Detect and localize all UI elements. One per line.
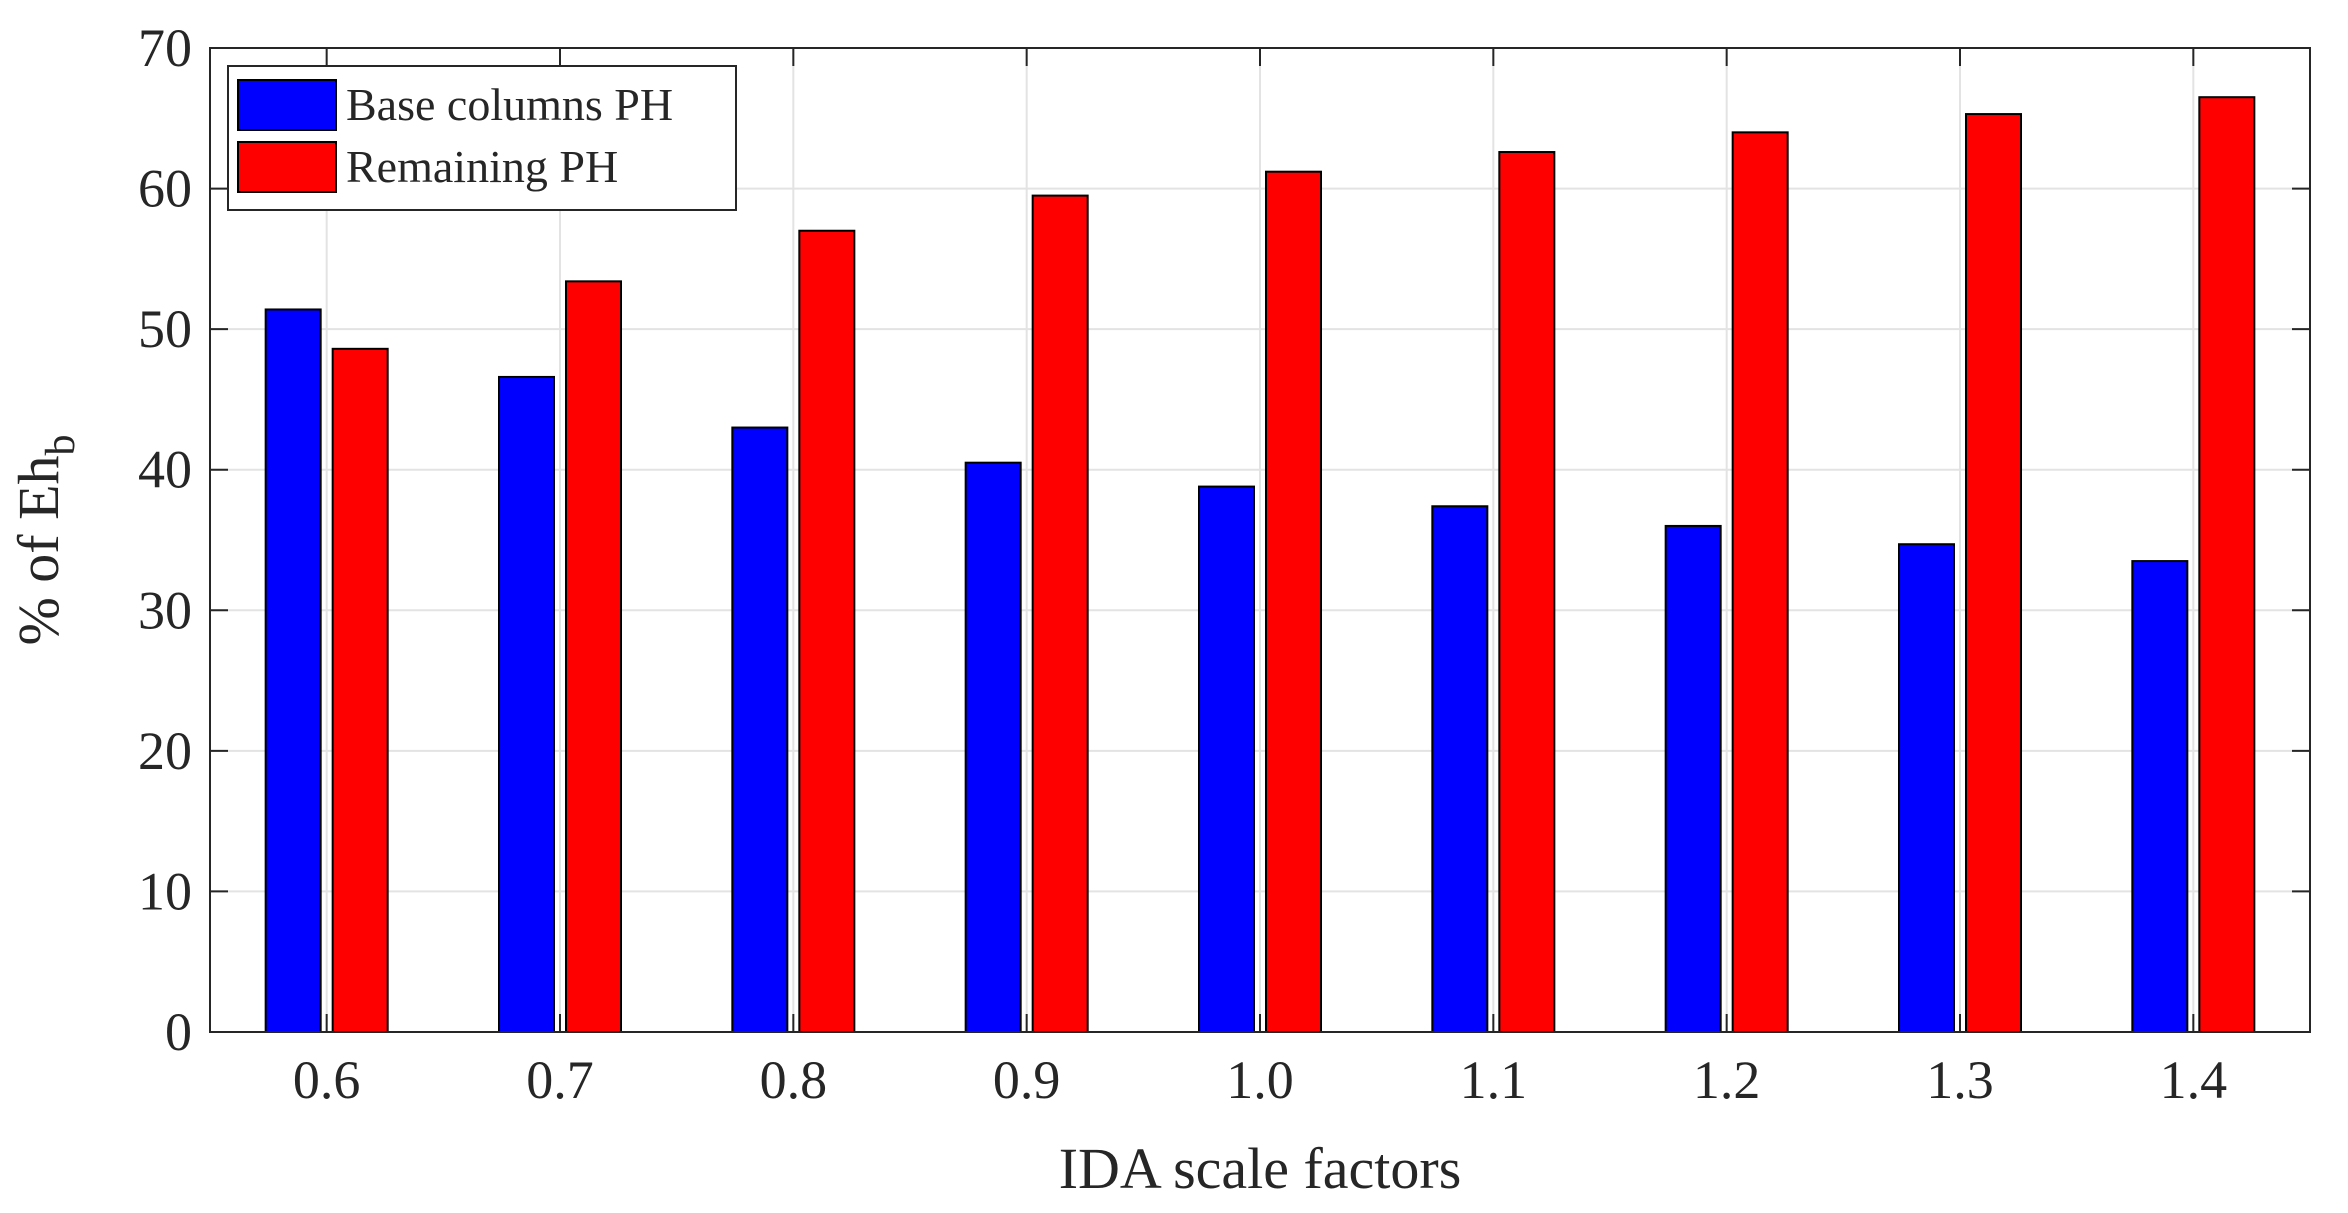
legend-label: Remaining PH — [346, 141, 618, 192]
bar-remaining-ph — [565, 280, 622, 1033]
x-tick-label: 0.7 — [526, 1050, 594, 1110]
x-tick-label: 1.0 — [1226, 1050, 1294, 1110]
y-tick-label: 60 — [138, 159, 192, 219]
bar-base-columns-ph — [1664, 524, 1722, 1033]
y-axis-title: % of Ehb — [6, 434, 84, 645]
bar-remaining-ph — [1498, 151, 1556, 1034]
bar-base-columns-ph — [2131, 560, 2189, 1033]
x-tick-label: 1.1 — [1460, 1050, 1528, 1110]
y-tick-label: 50 — [138, 299, 192, 359]
y-tick-labels: 0 10 20 30 40 50 60 70 — [138, 18, 192, 1062]
x-tick-label: 1.2 — [1693, 1050, 1761, 1110]
bar-remaining-ph — [1731, 131, 1789, 1034]
x-tick-label: 0.6 — [293, 1050, 361, 1110]
y-tick-label: 40 — [138, 440, 192, 500]
legend: Base columns PH Remaining PH — [227, 65, 737, 211]
legend-swatch — [237, 141, 337, 193]
x-axis-title: IDA scale factors — [1059, 1136, 1462, 1201]
bar-base-columns-ph — [498, 375, 555, 1033]
gridlines — [210, 48, 2310, 1032]
y-axis-title-subscript: b — [38, 434, 84, 455]
bar-remaining-ph — [331, 347, 389, 1033]
bar-remaining-ph — [2198, 96, 2256, 1033]
legend-label: Base columns PH — [346, 79, 673, 130]
y-tick-label: 20 — [138, 721, 192, 781]
x-tick-label: 0.9 — [993, 1050, 1061, 1110]
bar-base-columns-ph — [1198, 485, 1255, 1033]
bars — [264, 96, 2256, 1034]
y-tick-label: 70 — [138, 18, 192, 78]
y-tick-label: 30 — [138, 580, 192, 640]
bar-base-columns-ph — [731, 426, 789, 1033]
bar-base-columns-ph — [964, 461, 1022, 1033]
bar-base-columns-ph — [1431, 505, 1489, 1033]
bar-base-columns-ph — [1898, 543, 1955, 1034]
y-tick-label: 0 — [165, 1002, 192, 1062]
bar-remaining-ph — [1031, 194, 1089, 1034]
legend-swatch — [237, 79, 337, 131]
y-tick-label: 10 — [138, 861, 192, 921]
bar-remaining-ph — [1965, 113, 2022, 1034]
axis-ticks — [210, 47, 2310, 1033]
bar-remaining-ph — [1265, 170, 1322, 1033]
x-tick-label: 0.8 — [760, 1050, 828, 1110]
bar-remaining-ph — [798, 229, 856, 1033]
bar-base-columns-ph — [264, 308, 322, 1034]
x-tick-label: 1.4 — [2160, 1050, 2228, 1110]
y-axis-title-main: % of Eh — [6, 455, 71, 645]
x-tick-labels: 0.6 0.7 0.8 0.9 1.0 1.1 1.2 1.3 1.4 — [293, 1050, 2227, 1110]
x-tick-label: 1.3 — [1926, 1050, 1994, 1110]
